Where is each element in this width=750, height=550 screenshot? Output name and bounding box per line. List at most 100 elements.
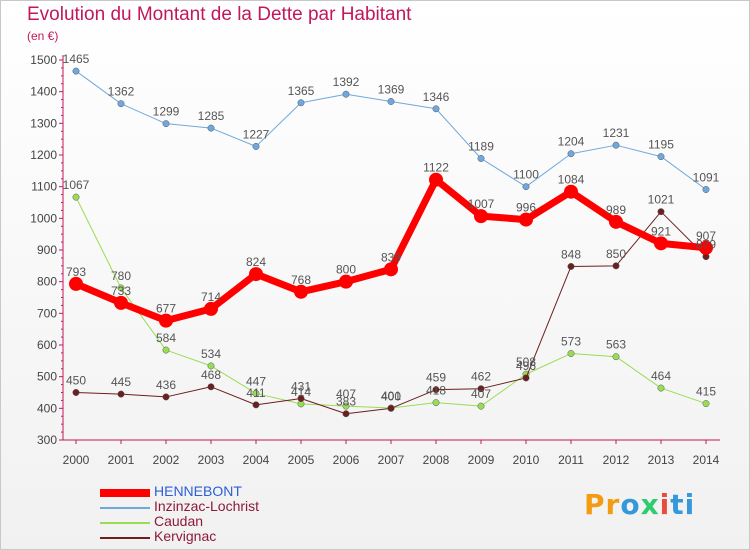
y-tick-label: 1300: [30, 116, 57, 130]
data-label: 447: [246, 374, 266, 388]
data-point: [162, 393, 170, 401]
data-point: [432, 386, 440, 394]
data-label: 400: [381, 389, 401, 403]
data-label: 414: [291, 385, 311, 399]
data-point: [699, 240, 713, 255]
x-tick-label: 2011: [558, 453, 584, 467]
x-tick-label: 2004: [243, 453, 270, 467]
data-point: [657, 153, 665, 161]
data-point: [612, 353, 620, 361]
data-label: 1122: [423, 161, 449, 175]
data-point: [117, 284, 125, 292]
data-point: [657, 384, 665, 392]
proxiti-logo: Proxiti: [584, 488, 696, 521]
data-label: 996: [516, 201, 536, 215]
legend-label: Caudan: [154, 513, 204, 529]
data-label: 459: [426, 371, 446, 385]
x-tick-label: 2009: [468, 453, 495, 467]
legend-label: Kervignac: [154, 528, 217, 544]
legend-swatch: [100, 522, 150, 524]
y-tick-label: 1100: [31, 180, 57, 194]
data-label: 1007: [468, 197, 495, 211]
data-point: [612, 141, 620, 149]
data-point: [477, 385, 485, 393]
data-point: [69, 276, 83, 291]
data-label: 780: [111, 269, 131, 283]
data-point: [702, 186, 710, 193]
chart-subtitle: (en €): [27, 29, 59, 43]
legend-swatch: [100, 537, 150, 539]
data-point: [72, 389, 80, 396]
data-label: 401: [381, 389, 401, 403]
data-point: [702, 400, 710, 408]
data-point: [252, 143, 260, 150]
data-label: 508: [516, 355, 536, 369]
x-tick-label: 2001: [108, 453, 135, 467]
data-label: 839: [381, 250, 401, 264]
data-label: 1084: [558, 173, 585, 187]
legend-item: Caudan: [100, 513, 420, 530]
data-label: 445: [111, 375, 131, 389]
data-label: 418: [426, 384, 446, 398]
data-point: [567, 350, 575, 357]
data-point: [204, 301, 218, 316]
data-label: 1231: [603, 126, 630, 140]
data-point: [297, 395, 305, 402]
x-tick-label: 2007: [378, 453, 405, 467]
data-point: [162, 120, 170, 128]
data-label: 1189: [468, 139, 494, 153]
x-tick-label: 2000: [63, 453, 90, 467]
y-tick-label: 1500: [30, 53, 57, 67]
data-point: [654, 236, 668, 251]
data-point: [522, 374, 530, 382]
x-tick-label: 2010: [513, 453, 540, 467]
data-label: 573: [561, 335, 581, 349]
data-label: 1285: [198, 109, 225, 123]
data-point: [522, 183, 530, 191]
data-label: 800: [336, 263, 356, 277]
data-label: 411: [246, 386, 265, 400]
data-label: 848: [561, 247, 581, 261]
x-tick-label: 2008: [423, 453, 450, 467]
x-tick-label: 2013: [648, 453, 675, 467]
data-label: 1299: [153, 105, 180, 119]
data-label: 407: [336, 387, 356, 401]
data-point: [342, 90, 350, 98]
data-point: [159, 313, 173, 328]
legend-label: HENNEBONT: [154, 483, 242, 499]
data-label: 1346: [423, 90, 450, 104]
data-point: [162, 346, 170, 354]
data-point: [564, 184, 578, 199]
data-label: 415: [696, 385, 716, 399]
data-label: 733: [111, 284, 131, 298]
data-point: [252, 401, 260, 409]
data-label: 1091: [693, 171, 720, 185]
data-label: 1021: [648, 193, 675, 207]
data-point: [207, 362, 215, 370]
data-label: 563: [606, 338, 626, 352]
data-label: 436: [156, 378, 176, 392]
data-point: [339, 274, 353, 289]
legend-label: Inzinzac-Lochrist: [154, 498, 260, 514]
data-point: [609, 214, 623, 229]
data-label: 907: [696, 229, 716, 243]
data-point: [387, 404, 395, 412]
data-label: 534: [201, 347, 221, 361]
data-point: [567, 150, 575, 158]
data-point: [612, 262, 620, 270]
data-label: 989: [606, 203, 626, 217]
data-label: 462: [471, 370, 491, 384]
data-point: [207, 383, 215, 391]
data-point: [567, 263, 575, 270]
data-point: [477, 155, 485, 162]
y-tick-label: 400: [37, 401, 57, 415]
x-tick-label: 2006: [333, 453, 360, 467]
data-point: [207, 124, 215, 132]
y-tick-label: 900: [37, 243, 57, 257]
data-label: 431: [291, 380, 311, 394]
data-label: 584: [156, 331, 176, 345]
data-point: [657, 208, 665, 216]
data-point: [252, 390, 260, 397]
y-tick-label: 600: [37, 338, 57, 352]
